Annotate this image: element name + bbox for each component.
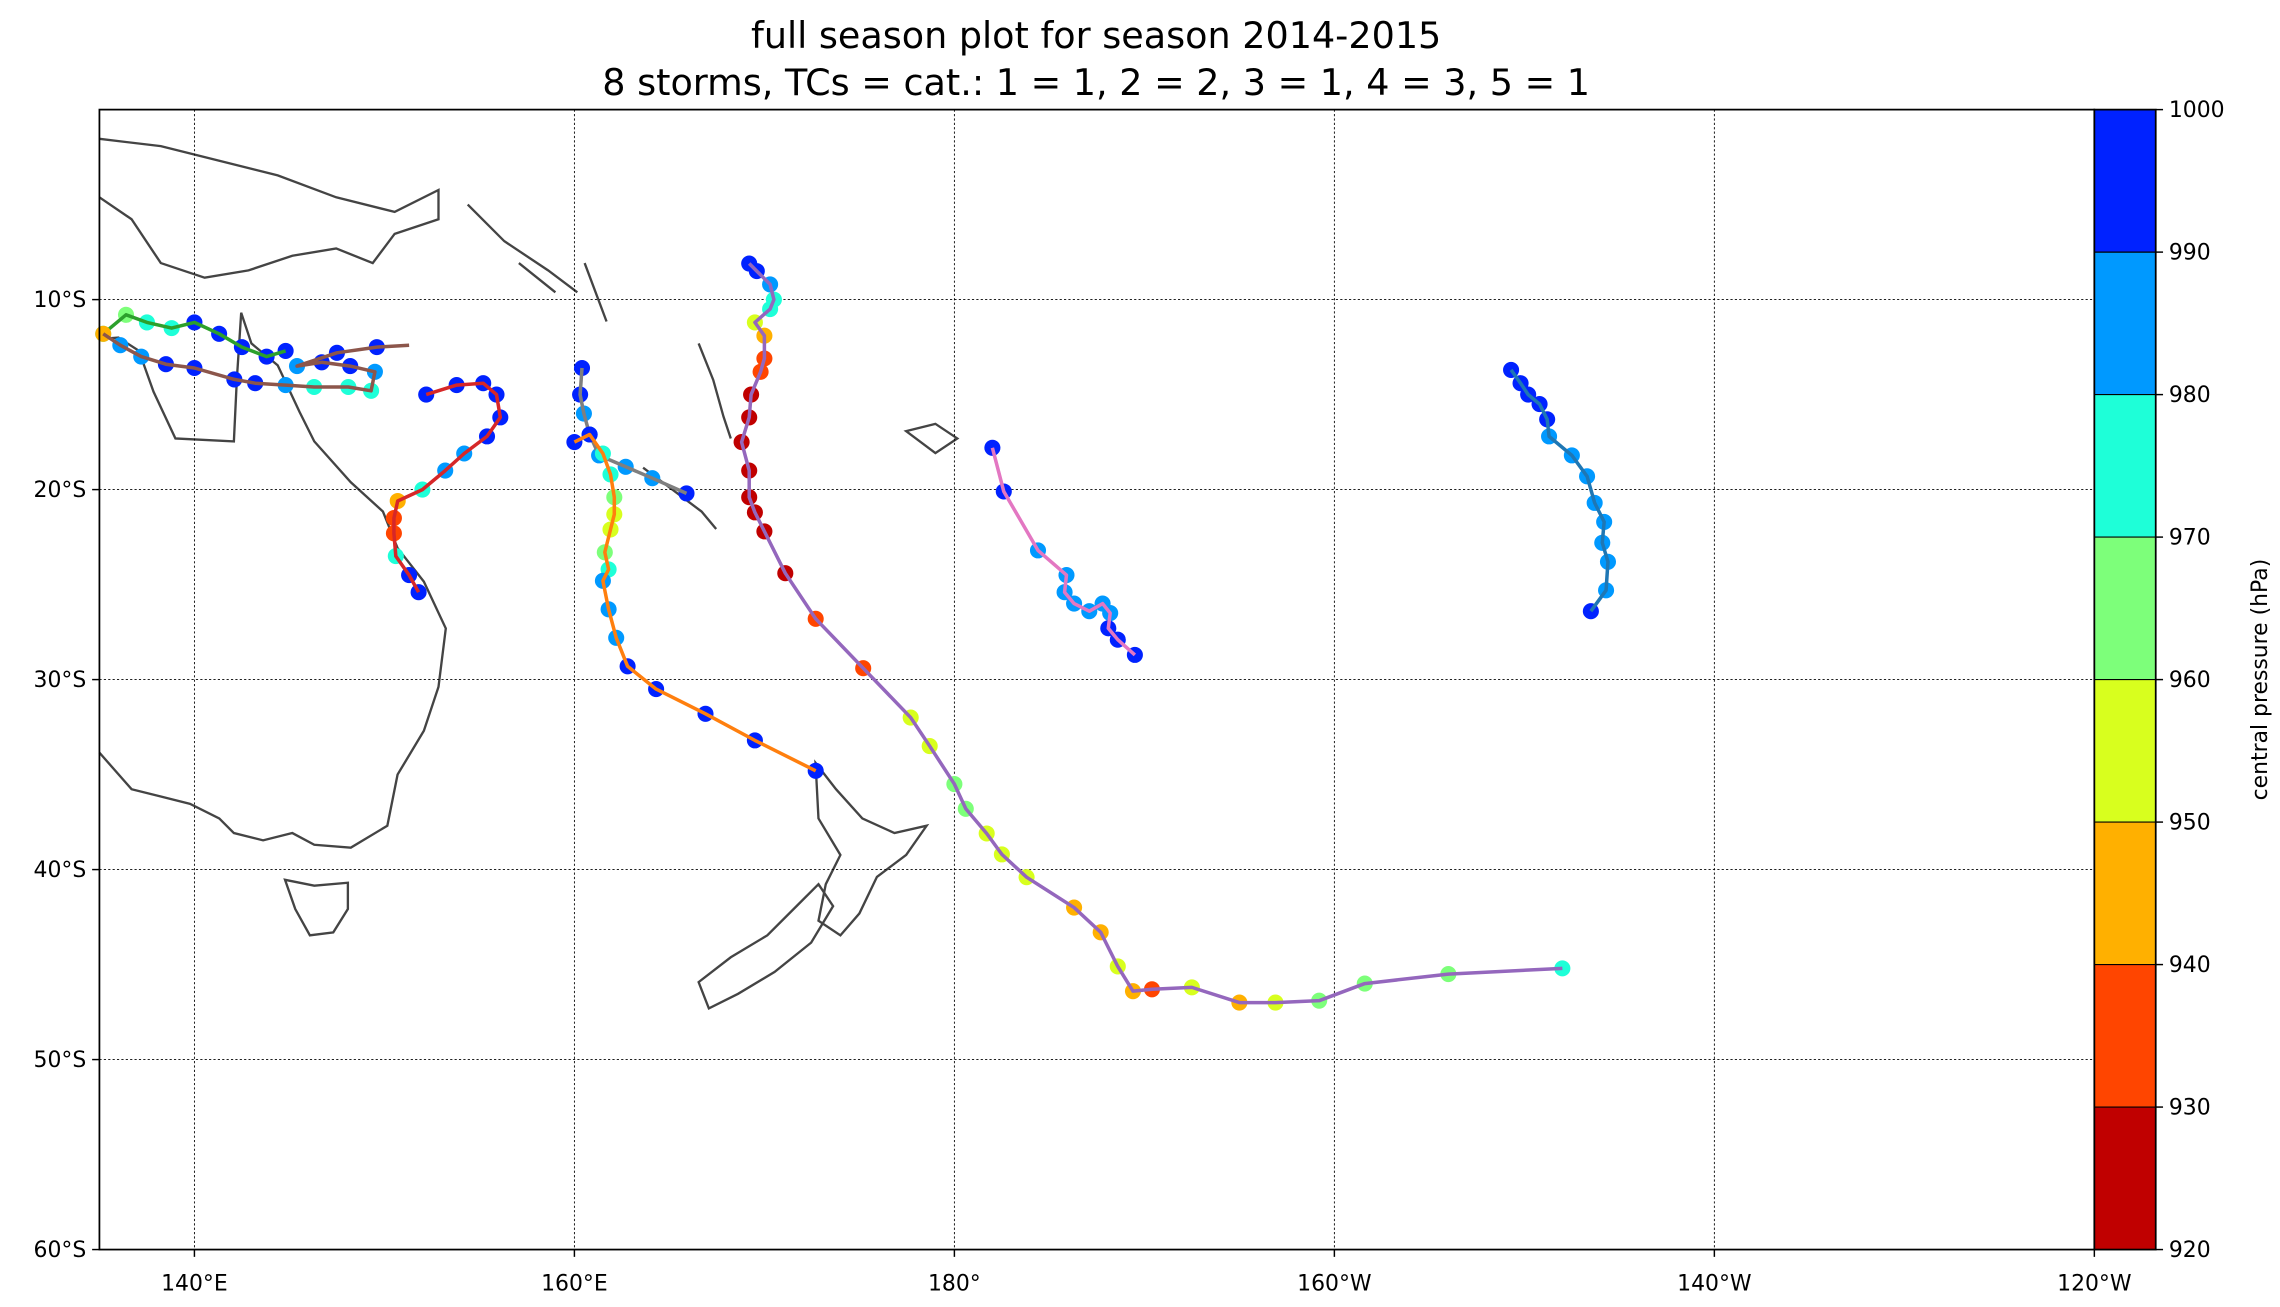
- y-tick-label: 60°S: [34, 1238, 87, 1263]
- track-storm-2: [95, 325, 410, 399]
- colorbar-tick-label: 920: [2169, 1238, 2211, 1263]
- track-storm-5: [566, 426, 824, 779]
- australia-coast: [98, 312, 447, 849]
- x-tick-label: 160°E: [541, 1271, 608, 1296]
- y-tick-label: 20°S: [34, 478, 87, 503]
- x-tick-label: 140°E: [161, 1271, 228, 1296]
- y-tick-label: 50°S: [34, 1048, 87, 1073]
- colorbar-tick-label: 980: [2169, 383, 2211, 408]
- track-line: [578, 367, 688, 495]
- colorbar-segment: [2094, 822, 2156, 965]
- colorbar-tick-label: 960: [2169, 668, 2211, 693]
- track-storm-8: [1503, 361, 1617, 620]
- colorbar-segment: [2094, 109, 2156, 253]
- colorbar-tick-label: 930: [2169, 1095, 2211, 1120]
- x-tick-label: 140°W: [1677, 1271, 1751, 1296]
- tasmania-coast: [283, 878, 350, 937]
- new-zealand-north-coast: [814, 759, 930, 937]
- axis-ticks: 140°E 160°E 180° 160°W 140°W 120°W 10°S 20°S 30°…: [34, 288, 2132, 1297]
- storm-tracks: [95, 255, 1617, 1011]
- y-tick-label: 30°S: [34, 668, 87, 693]
- gridlines: [99, 109, 2095, 1250]
- colorbar-segment: [2094, 964, 2156, 1108]
- track-point: [410, 584, 427, 601]
- track-storm-7: [984, 439, 1143, 663]
- solomon-islands-coast: [466, 203, 608, 322]
- colorbar-segment: [2094, 252, 2156, 395]
- track-line: [102, 332, 410, 393]
- colorbar-tick-label: 940: [2169, 953, 2211, 978]
- track-point: [573, 359, 591, 377]
- x-tick-label: 180°: [928, 1271, 981, 1296]
- chart-title: full season plot for season 2014-2015: [751, 14, 1441, 57]
- x-tick-label: 120°W: [2057, 1271, 2131, 1296]
- x-tick-label: 160°W: [1297, 1271, 1371, 1296]
- y-tick-label: 10°S: [34, 288, 87, 313]
- track-line: [102, 313, 287, 359]
- fiji-coast: [903, 422, 960, 455]
- chart-subtitle: 8 storms, TCs = cat.: 1 = 1, 2 = 2, 3 = …: [602, 61, 1590, 104]
- colorbar-tick-label: 990: [2169, 240, 2211, 265]
- colorbar-segment: [2094, 537, 2156, 680]
- vanuatu-coast: [697, 343, 732, 439]
- colorbar-segment: [2094, 394, 2156, 538]
- track-line: [1509, 368, 1610, 613]
- colorbar-label: central pressure (hPa): [2248, 559, 2273, 801]
- track-line: [990, 447, 1137, 657]
- track-storm-6: [733, 255, 1571, 1011]
- y-tick-label: 40°S: [34, 858, 87, 883]
- track-line: [392, 381, 503, 594]
- coastlines: [98, 137, 960, 1011]
- track-storm-3: [385, 375, 509, 601]
- track-point: [277, 342, 294, 359]
- colorbar-tick-label: 970: [2169, 525, 2211, 550]
- track-line: [739, 262, 1563, 1005]
- colorbar-segment: [2094, 1107, 2156, 1250]
- colorbar-segment: [2094, 679, 2156, 823]
- new-guinea-coast: [98, 137, 440, 279]
- new-zealand-south-coast: [697, 882, 835, 1011]
- colorbar: 920 930 940 950 960 970 980 990 1000: [2093, 98, 2225, 1263]
- colorbar-tick-label: 1000: [2169, 98, 2225, 123]
- colorbar-tick-label: 950: [2169, 810, 2211, 835]
- track-line: [573, 432, 817, 773]
